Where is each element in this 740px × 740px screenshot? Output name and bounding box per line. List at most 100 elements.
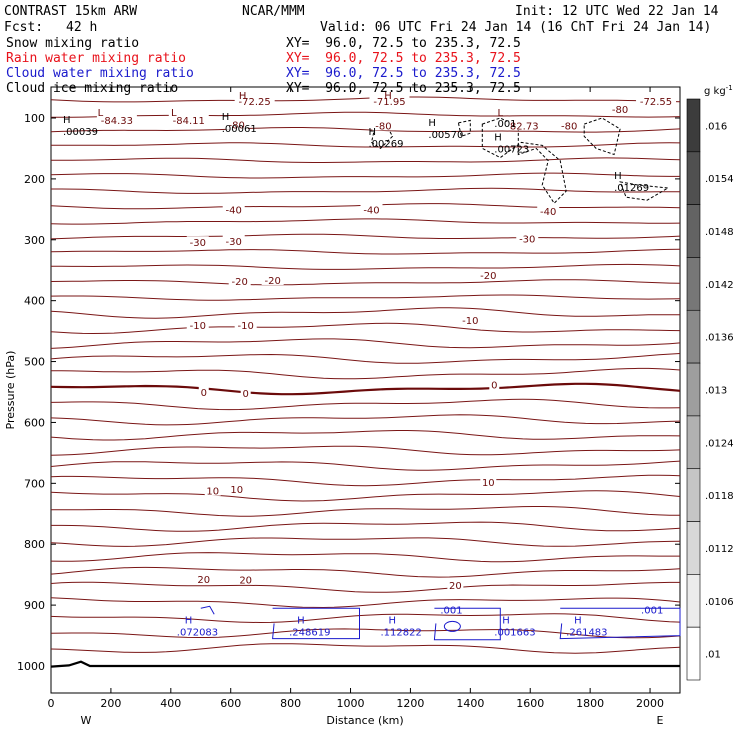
x-tick-label: 1400 [456, 697, 484, 710]
low-marker: L [171, 108, 177, 119]
y-tick-label: 300 [24, 234, 45, 247]
isotherm-line [50, 414, 681, 426]
isotherm-line [50, 127, 681, 133]
fcst-value: 42 h [66, 20, 97, 35]
isotherm-line [50, 430, 681, 441]
contour-label-bg [168, 113, 209, 125]
contour-label-bg [372, 119, 395, 131]
contour-label: 0 [201, 388, 207, 399]
field-cloudwater-xy: XY= 96.0, 72.5 to 235.3, 72.5 [286, 66, 521, 81]
isotherm-line [50, 263, 681, 270]
axes: 0 200 400 600 800 1000 1200 1400 1600 1800 2000100… [17, 87, 680, 710]
y-tick-label: 600 [24, 416, 45, 429]
low-marker: L [98, 108, 104, 119]
contour-label-bg [234, 319, 257, 331]
x-tick-label: 400 [160, 697, 181, 710]
isotherm-line [51, 521, 681, 532]
cloud-water-max-H: H [297, 615, 305, 626]
cloud-ice-max-value: .01269 [614, 183, 649, 194]
isotherm-line [50, 398, 681, 411]
contour-label-bg [636, 94, 677, 106]
cloud-water-max-value: .001 [440, 605, 462, 616]
colorbar-swatch [686, 415, 701, 470]
x-tick-label: 2000 [636, 697, 664, 710]
contour-label: 20 [449, 581, 462, 592]
isotherm-line [51, 142, 681, 148]
isotherm-line [50, 613, 681, 624]
cloud-ice-max-value: .00039 [63, 127, 98, 138]
contour-label-bg [489, 378, 500, 390]
cloud-water-max-value: .001 [641, 605, 663, 616]
isotherm-line [50, 566, 681, 578]
isotherm-line [50, 322, 681, 335]
colorbar-swatch [686, 574, 701, 628]
x-tick-label: 1000 [337, 697, 365, 710]
isotherm-line [50, 338, 681, 349]
cloud-water-contour [272, 607, 360, 640]
colorbar-swatch [686, 362, 701, 417]
colorbar-swatch [686, 309, 701, 364]
isotherm-line [50, 490, 681, 502]
cloud-water-contour [433, 607, 501, 641]
contour-label: -10 [238, 321, 254, 332]
contour-label-bg [507, 119, 542, 131]
colorbar-label: .0118 [705, 491, 734, 502]
contour-labels: -72.25 -71.95 -72.55 -84.33 -84.11 -80 -80 -80 -… [63, 91, 677, 638]
cloud-water-max-value: .072083 [177, 627, 218, 638]
contour-label: -72.55 [640, 97, 672, 108]
fcst-label: Fcst: [4, 20, 43, 35]
contour-label-bg [516, 232, 539, 244]
field-rain-name: Rain water mixing ratio [6, 51, 186, 66]
contour-label-bg [360, 203, 383, 215]
cloud-water-contours [200, 605, 681, 641]
contour-label: -20 [232, 277, 248, 288]
contour-label-bg [369, 94, 410, 106]
contour-label: -30 [190, 238, 206, 249]
cloud-water-max-H: H [388, 615, 396, 626]
cloud-ice-max-H: H [63, 115, 71, 126]
cloud-water-max-H: H [574, 615, 582, 626]
contour-label: -40 [363, 205, 379, 216]
cloud-ice-max-H: H [368, 127, 376, 138]
cloud-ice-max-H: H [222, 112, 230, 123]
contour-label: -40 [540, 207, 556, 218]
contour-label: 10 [230, 485, 243, 496]
isotherm-line [51, 111, 681, 118]
high-marker: H [384, 91, 392, 102]
cloud-ice-contour [619, 181, 670, 201]
cloud-water-max-value: .261483 [566, 627, 607, 638]
cloud-ice-max-H: H [428, 118, 436, 129]
cloud-water-max-H: H [502, 615, 510, 626]
contour-label-bg [222, 203, 245, 215]
x-tick-label: 1600 [516, 697, 544, 710]
contour-label-bg [480, 476, 497, 488]
cloud-water-max-H: H [185, 615, 193, 626]
field-snow-name: Snow mixing ratio [6, 36, 139, 51]
y-tick-label: 200 [24, 173, 45, 186]
contour-label: -20 [480, 271, 496, 282]
y-axis-title: Pressure (hPa) [4, 351, 17, 430]
isotherm-line [50, 643, 681, 654]
isotherm-line [50, 460, 681, 471]
contour-label: -80 [229, 121, 245, 132]
x-tick-label: 1800 [576, 697, 604, 710]
field-cloudwater-name: Cloud water mixing ratio [6, 66, 194, 81]
contour-label: -84.11 [173, 116, 205, 127]
contour-label: -84.33 [101, 116, 133, 127]
cloud-ice-max-value: .001 [494, 119, 516, 130]
cloud-ice-max-value: .00269 [368, 139, 403, 150]
isotherm-line [50, 537, 681, 547]
contour-label: -71.95 [373, 97, 405, 108]
isotherm-line [50, 552, 680, 563]
isotherm-line [50, 445, 681, 456]
contour-label-bg [228, 482, 245, 494]
contour-label-bg [459, 314, 482, 326]
high-marker: H [239, 91, 247, 102]
contour-label-bg [237, 573, 254, 585]
low-marker: L [497, 108, 503, 119]
x-tick-label: 200 [100, 697, 121, 710]
center-title: NCAR/MMM [242, 4, 305, 19]
colorbar-swatch [686, 521, 701, 575]
contour-label: -10 [462, 316, 478, 327]
colorbar-swatch [686, 98, 701, 153]
